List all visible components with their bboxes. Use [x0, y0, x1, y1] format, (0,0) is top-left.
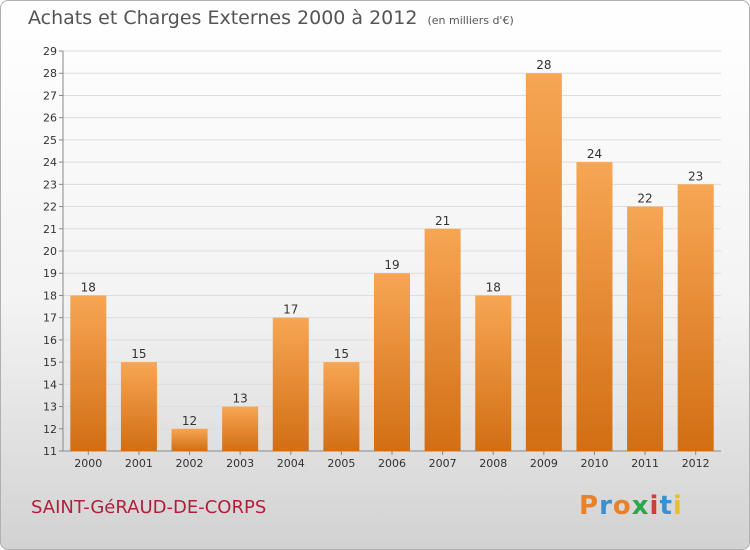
y-tick-label: 25: [43, 134, 57, 147]
bar-2010: [576, 162, 613, 451]
x-tick-label-2003: 2003: [226, 457, 254, 470]
y-tick-label: 24: [43, 156, 57, 169]
x-tick-label-2000: 2000: [74, 457, 102, 470]
bar-2001: [120, 362, 157, 451]
x-tick-label-2005: 2005: [327, 457, 355, 470]
bar-2007: [424, 228, 461, 451]
y-tick-labels: 11 12 13 14 15 16 17 18 19 20 21 22 23 24 25 26 27 28 29: [43, 45, 57, 458]
y-tick-label: 20: [43, 245, 57, 258]
data-label-2009: 28: [536, 58, 551, 72]
x-tick-label-2011: 2011: [631, 457, 659, 470]
logo-letter: x: [631, 491, 650, 521]
data-label-2006: 19: [384, 258, 399, 272]
bar-2008: [475, 295, 512, 451]
x-tick-label-2001: 2001: [125, 457, 153, 470]
data-label-2007: 21: [435, 214, 450, 228]
data-label-2002: 12: [182, 414, 197, 428]
bar-2006: [374, 273, 410, 451]
logo-letter: P: [579, 491, 600, 521]
y-tick-label: 19: [43, 267, 57, 280]
bar-2004: [272, 317, 309, 451]
data-label-2000: 18: [81, 280, 96, 294]
x-tick-label-2010: 2010: [580, 457, 608, 470]
y-tick-label: 23: [43, 178, 57, 191]
data-label-2005: 15: [334, 347, 349, 361]
x-tick-label-2008: 2008: [479, 457, 507, 470]
y-tick-label: 14: [43, 378, 57, 391]
y-tick-label: 28: [43, 67, 57, 80]
bar-2002: [171, 428, 208, 451]
x-tick-labels: 2000 2001 2002 2003 2004 2005 2006 2007 2008 2009…: [74, 457, 709, 470]
logo-letter: i: [649, 491, 660, 521]
logo-letter: i: [672, 491, 683, 521]
x-tick-label-2002: 2002: [176, 457, 204, 470]
y-tick-label: 17: [43, 312, 57, 325]
bar-2005: [323, 362, 360, 451]
x-tick-label-2009: 2009: [530, 457, 558, 470]
x-tick-label-2006: 2006: [378, 457, 406, 470]
data-labels: 18 15 12 13 17 15 19 21 18 28 24 22 23: [81, 58, 704, 428]
y-tick-label: 11: [43, 445, 57, 458]
chart-title: Achats et Charges Externes 2000 à 2012: [28, 7, 418, 29]
commune-name: SAINT-GéRAUD-DE-CORPS: [31, 497, 267, 518]
x-tick-label-2012: 2012: [682, 457, 710, 470]
y-tick-label: 22: [43, 201, 57, 214]
y-tick-label: 18: [43, 289, 57, 302]
y-tick-label: 21: [43, 223, 57, 236]
logo-letter: t: [659, 491, 673, 521]
bars: [70, 73, 714, 452]
x-tick-label-2007: 2007: [429, 457, 457, 470]
data-label-2003: 13: [233, 392, 248, 406]
y-tick-label: 27: [43, 89, 57, 102]
data-label-2004: 17: [283, 303, 298, 317]
y-tick-label: 13: [43, 401, 57, 414]
logo-letter: r: [599, 491, 613, 521]
y-tick-label: 15: [43, 356, 57, 369]
bar-2009: [525, 73, 562, 451]
bar-2000: [70, 295, 107, 451]
bar-2011: [627, 206, 664, 451]
y-tick-label: 16: [43, 334, 57, 347]
y-tick-label: 26: [43, 112, 57, 125]
data-label-2012: 23: [688, 169, 703, 183]
bar-2012: [677, 184, 714, 452]
x-tick-label-2004: 2004: [277, 457, 305, 470]
y-tick-label: 12: [43, 423, 57, 436]
data-label-2011: 22: [637, 192, 652, 206]
y-tick-label: 29: [43, 45, 57, 58]
chart-subtitle: (en milliers d'€): [427, 14, 514, 27]
data-label-2001: 15: [131, 347, 146, 361]
data-label-2008: 18: [486, 280, 501, 294]
proxiti-logo: Proxiti: [579, 491, 683, 521]
data-label-2010: 24: [587, 147, 602, 161]
logo-letter: o: [612, 491, 632, 521]
title-block: Achats et Charges Externes 2000 à 2012 (e…: [28, 7, 514, 29]
bar-2003: [222, 406, 259, 451]
